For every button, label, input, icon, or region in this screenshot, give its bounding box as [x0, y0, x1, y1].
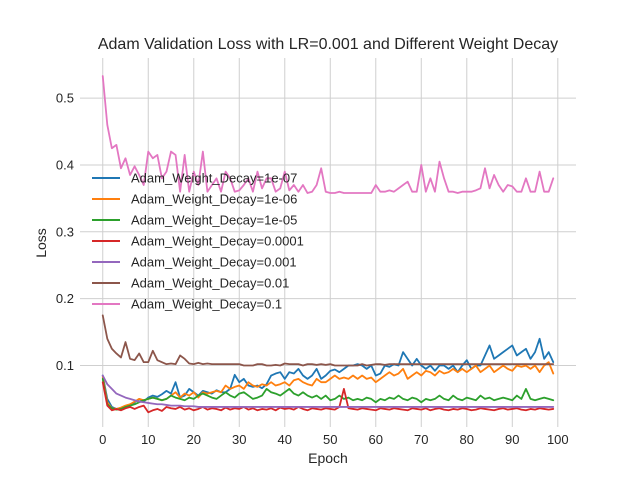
x-tick-label: 20 — [187, 432, 201, 447]
series-line-3 — [101, 377, 555, 411]
x-tick-label: 50 — [323, 432, 337, 447]
series-line-7 — [101, 75, 555, 194]
series-line-4 — [101, 381, 555, 414]
y-axis-label: Loss — [33, 228, 49, 258]
x-axis-label: Epoch — [308, 450, 348, 466]
y-tick-label: 0.1 — [56, 358, 74, 373]
x-tick-label: 40 — [278, 432, 292, 447]
x-tick-label: 0 — [99, 432, 106, 447]
y-tick-label: 0.3 — [56, 224, 74, 239]
legend-label: Adam_Weight_Decay=0.1 — [131, 297, 282, 312]
y-tick-label: 0.4 — [56, 157, 74, 172]
chart-title: Adam Validation Loss with LR=0.001 and D… — [98, 36, 558, 53]
series-line-1 — [101, 337, 555, 410]
tick-labels: 0 10 20 30 40 50 60 70 80 90 100 0.1 0.2 0.3 0.4 0.5 — [56, 91, 569, 447]
x-tick-label: 70 — [414, 432, 428, 447]
legend-label: Adam_Weight_Decay=1e-06 — [131, 192, 297, 207]
series-lines — [101, 75, 555, 414]
x-tick-label: 80 — [460, 432, 474, 447]
legend: Adam_Weight_Decay=1e-07 Adam_Weight_Decay… — [92, 171, 304, 312]
legend-label: Adam_Weight_Decay=0.0001 — [131, 234, 304, 249]
series-line-5 — [101, 374, 555, 408]
legend-label: Adam_Weight_Decay=1e-05 — [131, 213, 297, 228]
series-line-2 — [101, 361, 555, 410]
y-tick-label: 0.5 — [56, 91, 74, 106]
x-tick-label: 60 — [369, 432, 383, 447]
series-line-6 — [101, 314, 555, 367]
x-tick-label: 10 — [141, 432, 155, 447]
legend-label: Adam_Weight_Decay=0.001 — [131, 255, 297, 270]
legend-label: Adam_Weight_Decay=0.01 — [131, 276, 289, 291]
grid-lines — [80, 58, 576, 427]
y-tick-label: 0.2 — [56, 291, 74, 306]
legend-label: Adam_Weight_Decay=1e-07 — [131, 171, 297, 186]
x-tick-label: 30 — [232, 432, 246, 447]
x-tick-label: 90 — [505, 432, 519, 447]
x-tick-label: 100 — [547, 432, 569, 447]
